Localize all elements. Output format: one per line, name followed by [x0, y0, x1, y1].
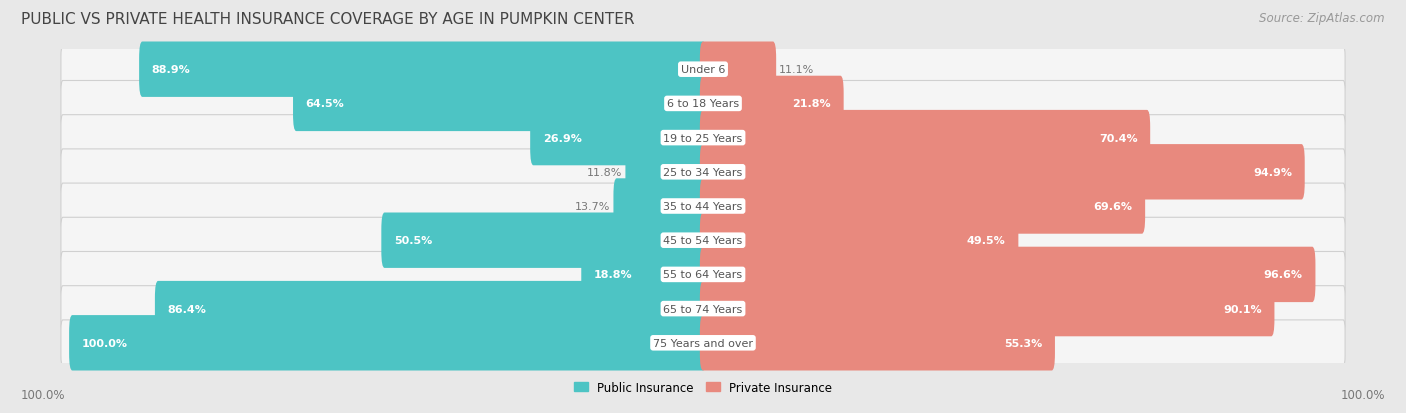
FancyBboxPatch shape [60, 320, 1346, 366]
FancyBboxPatch shape [60, 150, 1346, 195]
Text: 64.5%: 64.5% [305, 99, 344, 109]
Text: 75 Years and over: 75 Years and over [652, 338, 754, 348]
FancyBboxPatch shape [700, 213, 1018, 268]
FancyBboxPatch shape [60, 81, 1346, 127]
FancyBboxPatch shape [139, 43, 706, 97]
Text: 35 to 44 Years: 35 to 44 Years [664, 202, 742, 211]
Text: 88.9%: 88.9% [152, 65, 190, 75]
Legend: Public Insurance, Private Insurance: Public Insurance, Private Insurance [569, 376, 837, 399]
FancyBboxPatch shape [626, 145, 706, 200]
FancyBboxPatch shape [700, 145, 1305, 200]
Text: 55.3%: 55.3% [1004, 338, 1042, 348]
FancyBboxPatch shape [292, 76, 706, 132]
Text: 55 to 64 Years: 55 to 64 Years [664, 270, 742, 280]
Text: 69.6%: 69.6% [1094, 202, 1132, 211]
Text: 100.0%: 100.0% [1340, 388, 1385, 401]
FancyBboxPatch shape [69, 316, 706, 370]
Text: 50.5%: 50.5% [394, 236, 432, 246]
Text: 100.0%: 100.0% [21, 388, 66, 401]
Text: 11.8%: 11.8% [586, 167, 623, 177]
Text: 90.1%: 90.1% [1223, 304, 1261, 314]
FancyBboxPatch shape [581, 247, 706, 302]
Text: 45 to 54 Years: 45 to 54 Years [664, 236, 742, 246]
Text: 49.5%: 49.5% [967, 236, 1005, 246]
FancyBboxPatch shape [700, 316, 1054, 370]
FancyBboxPatch shape [700, 111, 1150, 166]
FancyBboxPatch shape [700, 43, 776, 97]
FancyBboxPatch shape [60, 252, 1346, 298]
Text: Source: ZipAtlas.com: Source: ZipAtlas.com [1260, 12, 1385, 25]
FancyBboxPatch shape [700, 179, 1144, 234]
Text: 86.4%: 86.4% [167, 304, 207, 314]
FancyBboxPatch shape [60, 47, 1346, 93]
Text: 13.7%: 13.7% [575, 202, 610, 211]
Text: 25 to 34 Years: 25 to 34 Years [664, 167, 742, 177]
Text: 96.6%: 96.6% [1264, 270, 1303, 280]
Text: 21.8%: 21.8% [793, 99, 831, 109]
FancyBboxPatch shape [700, 281, 1274, 337]
FancyBboxPatch shape [700, 76, 844, 132]
FancyBboxPatch shape [700, 247, 1316, 302]
FancyBboxPatch shape [613, 179, 706, 234]
Text: 6 to 18 Years: 6 to 18 Years [666, 99, 740, 109]
FancyBboxPatch shape [381, 213, 706, 268]
Text: 11.1%: 11.1% [779, 65, 814, 75]
Text: 65 to 74 Years: 65 to 74 Years [664, 304, 742, 314]
Text: 19 to 25 Years: 19 to 25 Years [664, 133, 742, 143]
FancyBboxPatch shape [60, 286, 1346, 332]
FancyBboxPatch shape [60, 115, 1346, 161]
Text: 100.0%: 100.0% [82, 338, 128, 348]
Text: 18.8%: 18.8% [593, 270, 633, 280]
FancyBboxPatch shape [155, 281, 706, 337]
Text: PUBLIC VS PRIVATE HEALTH INSURANCE COVERAGE BY AGE IN PUMPKIN CENTER: PUBLIC VS PRIVATE HEALTH INSURANCE COVER… [21, 12, 634, 27]
Text: 26.9%: 26.9% [543, 133, 582, 143]
Text: Under 6: Under 6 [681, 65, 725, 75]
FancyBboxPatch shape [530, 111, 706, 166]
Text: 94.9%: 94.9% [1253, 167, 1292, 177]
FancyBboxPatch shape [60, 184, 1346, 229]
Text: 70.4%: 70.4% [1099, 133, 1137, 143]
FancyBboxPatch shape [60, 218, 1346, 263]
